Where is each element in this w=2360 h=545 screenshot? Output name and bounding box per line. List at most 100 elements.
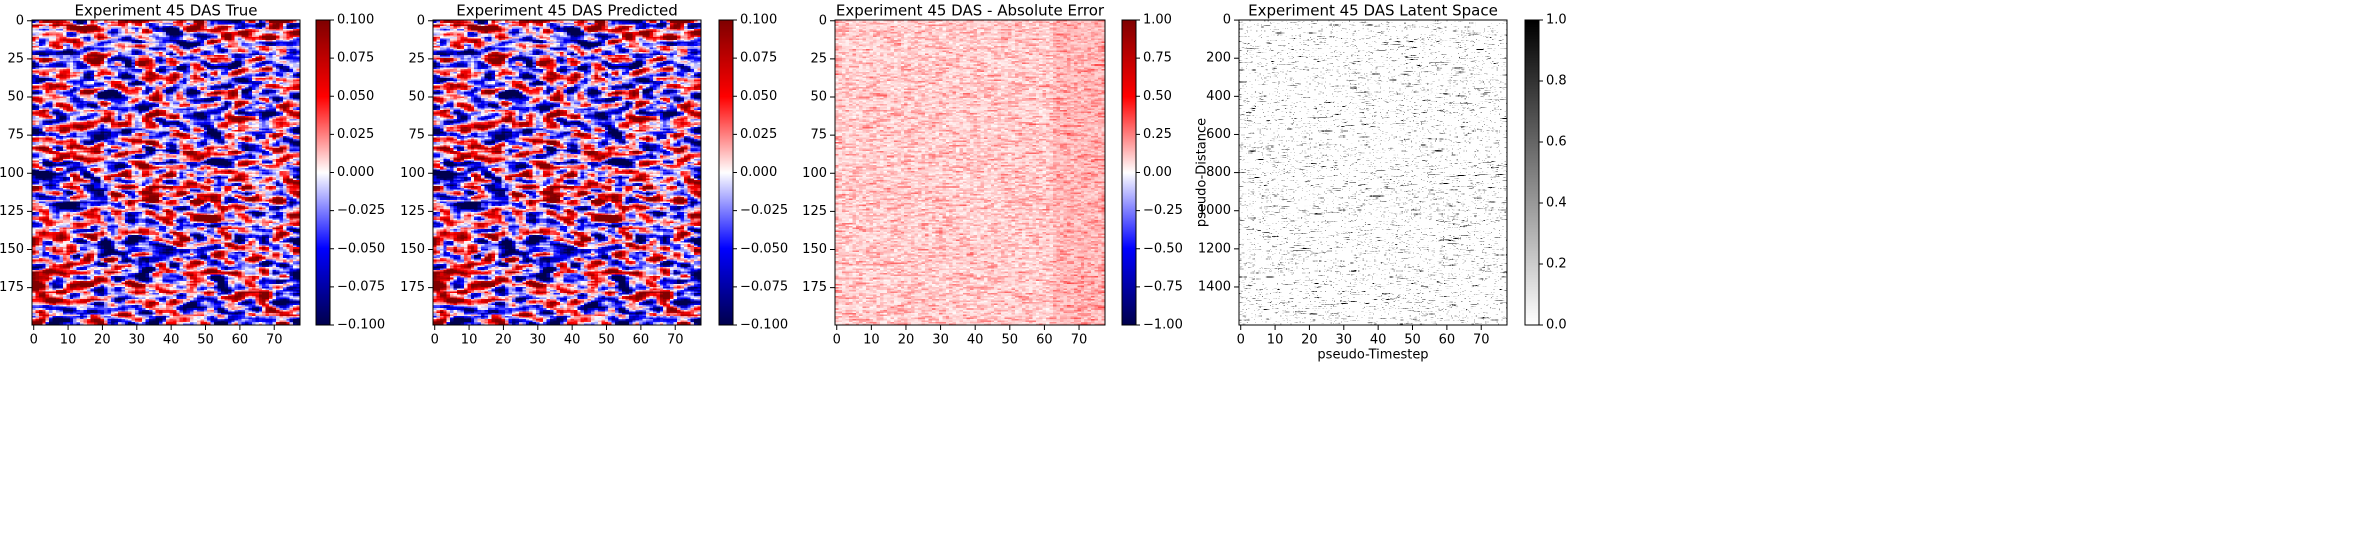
y-tick-label: 175 bbox=[0, 280, 24, 295]
heatmap-image bbox=[433, 20, 701, 325]
x-tick-label: 30 bbox=[530, 333, 547, 348]
colorbar-tick-label: 0.4 bbox=[1546, 196, 1567, 211]
x-tick-label: 70 bbox=[667, 333, 684, 348]
colorbar-tick-label: 0.025 bbox=[337, 127, 374, 142]
heatmap-image bbox=[32, 20, 300, 325]
x-tick-label: 10 bbox=[1267, 333, 1284, 348]
y-tick-label: 0 bbox=[417, 13, 425, 28]
x-tick-label: 20 bbox=[495, 333, 512, 348]
colorbar-tick-label: 0.100 bbox=[740, 13, 777, 28]
colorbar-gradient bbox=[719, 20, 733, 325]
x-tick-label: 20 bbox=[94, 333, 111, 348]
plot-frame bbox=[31, 19, 301, 326]
colorbar-tick-label: 0.050 bbox=[337, 89, 374, 104]
colorbar-tick-label: 0.000 bbox=[337, 165, 374, 180]
colorbar-tick-label: 0.0 bbox=[1546, 318, 1567, 333]
y-tick-label: 150 bbox=[802, 242, 827, 257]
y-tick-label: 50 bbox=[7, 90, 24, 105]
colorbar-tick-label: 0.075 bbox=[740, 51, 777, 66]
colorbar-tick-label: −0.25 bbox=[1143, 203, 1183, 218]
x-tick-label: 30 bbox=[129, 333, 146, 348]
y-tick-label: 100 bbox=[400, 166, 425, 181]
colorbar-tick-label: 0.8 bbox=[1546, 74, 1567, 89]
panel-2: Experiment 45 DAS Predicted 0 10 20 30 40 50 60… bbox=[400, 2, 788, 348]
y-tick-label: 800 bbox=[1206, 165, 1231, 180]
x-tick-label: 60 bbox=[232, 333, 249, 348]
y-tick-label: 125 bbox=[802, 204, 827, 219]
y-tick-label: 1400 bbox=[1198, 279, 1231, 294]
colorbar-tick-label: 0.75 bbox=[1143, 51, 1172, 66]
x-tick-label: 60 bbox=[1036, 333, 1053, 348]
y-axis-label: pseudo-Distance bbox=[1195, 118, 1210, 227]
panel-title: Experiment 45 DAS - Absolute Error bbox=[836, 2, 1105, 20]
colorbar-tick-label: 0.000 bbox=[740, 165, 777, 180]
y-tick-label: 0 bbox=[819, 13, 827, 28]
colorbar-tick-label: −0.100 bbox=[337, 318, 385, 333]
colorbar-tick-label: 0.6 bbox=[1546, 135, 1567, 150]
panel-title: Experiment 45 DAS Latent Space bbox=[1248, 2, 1498, 20]
x-tick-label: 50 bbox=[598, 333, 615, 348]
colorbar-tick-label: 0.100 bbox=[337, 13, 374, 28]
y-tick-label: 100 bbox=[802, 166, 827, 181]
colorbar-tick-label: 0.2 bbox=[1546, 257, 1567, 272]
colorbar-tick-label: −0.75 bbox=[1143, 279, 1183, 294]
x-tick-label: 20 bbox=[1301, 333, 1318, 348]
y-tick-label: 1000 bbox=[1198, 203, 1231, 218]
y-tick-label: 400 bbox=[1206, 89, 1231, 104]
y-tick-label: 600 bbox=[1206, 127, 1231, 142]
plot-frame bbox=[432, 19, 702, 326]
colorbar-tick-label: 0.050 bbox=[740, 89, 777, 104]
colorbar: 0.100 0.075 0.050 0.025 0.000 −0.025 −0.050 −0.… bbox=[718, 13, 788, 333]
y-tick-label: 0 bbox=[16, 13, 24, 28]
y-tick-label: 25 bbox=[7, 51, 24, 66]
x-tick-label: 20 bbox=[898, 333, 915, 348]
y-tick-label: 125 bbox=[400, 204, 425, 219]
panel-title: Experiment 45 DAS Predicted bbox=[456, 2, 678, 20]
heatmap-image bbox=[1239, 20, 1507, 325]
colorbar-tick-label: −0.050 bbox=[740, 241, 788, 256]
heatmap-image bbox=[835, 20, 1105, 325]
colorbar: 1.0 0.8 0.6 0.4 0.2 0.0 bbox=[1524, 13, 1567, 333]
y-tick-label: 50 bbox=[810, 90, 827, 105]
colorbar-gradient bbox=[316, 20, 330, 325]
panel-4: Experiment 45 DAS Latent Space 0 10 20 30 40 5… bbox=[1195, 2, 1567, 363]
colorbar-tick-label: −0.025 bbox=[337, 203, 385, 218]
y-tick-label: 25 bbox=[810, 51, 827, 66]
colorbar-tick-label: 1.00 bbox=[1143, 13, 1172, 28]
x-tick-label: 0 bbox=[1237, 333, 1245, 348]
y-tick-label: 200 bbox=[1206, 51, 1231, 66]
panel-title: Experiment 45 DAS True bbox=[75, 2, 258, 20]
colorbar-tick-label: 0.25 bbox=[1143, 127, 1172, 142]
x-tick-label: 40 bbox=[163, 333, 180, 348]
y-tick-label: 125 bbox=[0, 204, 24, 219]
colorbar-tick-label: 1.0 bbox=[1546, 13, 1567, 28]
x-tick-label: 10 bbox=[863, 333, 880, 348]
colorbar-frame bbox=[1524, 19, 1540, 326]
x-tick-label: 60 bbox=[1439, 333, 1456, 348]
x-tick-label: 50 bbox=[197, 333, 214, 348]
colorbar-tick-label: −0.075 bbox=[740, 279, 788, 294]
colorbar-tick-label: −0.025 bbox=[740, 203, 788, 218]
colorbar-tick-label: −1.00 bbox=[1143, 318, 1183, 333]
y-tick-label: 100 bbox=[0, 166, 24, 181]
y-tick-label: 175 bbox=[802, 280, 827, 295]
x-tick-label: 70 bbox=[266, 333, 283, 348]
x-tick-label: 60 bbox=[633, 333, 650, 348]
x-tick-label: 0 bbox=[30, 333, 38, 348]
colorbar: 0.100 0.075 0.050 0.025 0.000 −0.025 −0.050 −0.… bbox=[315, 13, 385, 333]
x-tick-label: 30 bbox=[1336, 333, 1353, 348]
y-tick-label: 150 bbox=[400, 242, 425, 257]
colorbar-tick-label: −0.100 bbox=[740, 318, 788, 333]
y-tick-label: 175 bbox=[400, 280, 425, 295]
y-tick-label: 75 bbox=[7, 128, 24, 143]
y-tick-label: 150 bbox=[0, 242, 24, 257]
x-tick-label: 40 bbox=[564, 333, 581, 348]
colorbar-tick-label: −0.50 bbox=[1143, 241, 1183, 256]
y-tick-label: 25 bbox=[408, 51, 425, 66]
colorbar-tick-label: 0.075 bbox=[337, 51, 374, 66]
x-tick-label: 50 bbox=[1404, 333, 1421, 348]
x-tick-label: 70 bbox=[1473, 333, 1490, 348]
colorbar-gradient bbox=[1525, 20, 1539, 325]
x-tick-label: 40 bbox=[1370, 333, 1387, 348]
